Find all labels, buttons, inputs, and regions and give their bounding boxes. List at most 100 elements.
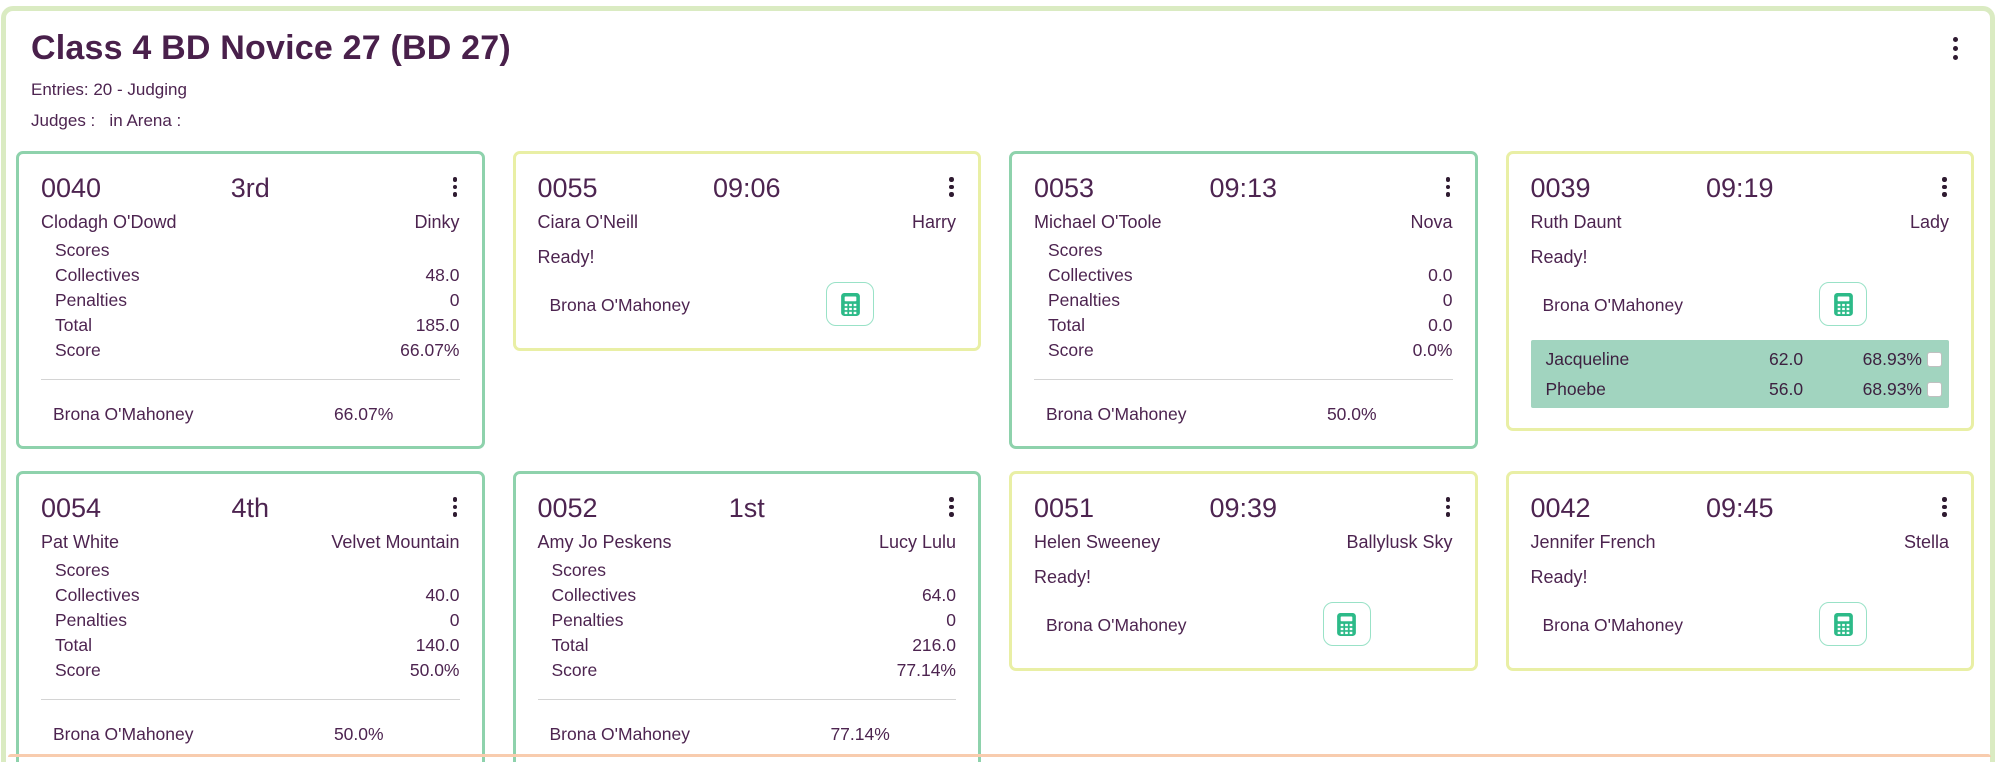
entry-menu-button[interactable] [947,173,956,201]
kebab-menu-icon [452,497,458,502]
kebab-menu-icon [1445,497,1451,502]
confirm-checkbox[interactable] [1927,351,1942,367]
entry-number: 0051 [1034,493,1095,523]
entry-menu-button[interactable] [1444,173,1453,201]
entry-time: 09:39 [1209,493,1278,523]
calculator-button[interactable] [1819,282,1868,326]
kebab-menu-icon [1445,177,1451,182]
entry-placing: 3rd [230,173,270,203]
entry-time: 09:13 [1209,173,1278,203]
judge-name: Brona O'Mahoney [1046,404,1187,424]
entry-card-0053[interactable]: 0053 09:13 Michael O'Toole Nova Scores C… [1009,151,1478,449]
scorer-name: Jacqueline [1545,348,1630,369]
entry-number: 0055 [537,173,598,203]
stat-row-penalties: Penalties 0 [55,290,460,310]
entry-card-0055[interactable]: 0055 09:06 Ciara O'Neill Harry Ready! Br… [512,151,981,351]
calculator-icon [1833,612,1853,636]
stat-row-score: Score 50.0% [55,660,460,680]
entry-menu-button[interactable] [451,493,460,521]
stat-row-scores: Scores [1048,240,1103,260]
horse-name: Nova [1410,212,1453,232]
confirm-checkbox[interactable] [1927,381,1942,397]
provisional-score-row: Jacqueline 62.0 68.93% [1531,344,1950,374]
entry-card-0052[interactable]: 0052 1st Amy Jo Peskens Lucy Lulu Scores… [512,471,981,762]
scorer-name: Phoebe [1545,378,1606,399]
calculator-icon [840,292,860,316]
entry-card-0042[interactable]: 0042 09:45 Jennifer French Stella Ready!… [1505,471,1974,671]
entry-number: 0042 [1530,493,1591,523]
judge-score: 50.0% [333,724,384,744]
rider-name: Jennifer French [1530,532,1656,552]
score-summary: Scores Collectives 64.0 Penalties 0 Total 2… [538,558,957,683]
calculator-button[interactable] [826,282,875,326]
provisional-scores: Jacqueline 62.0 68.93% Phoebe 56.0 68.93… [1530,340,1950,408]
score-summary: Scores Collectives 40.0 Penalties 0 Total 1… [41,558,460,683]
rider-name: Helen Sweeney [1034,532,1161,552]
entry-number: 0039 [1530,173,1591,203]
ready-status: Ready! [1034,567,1092,587]
kebab-menu-icon [1953,37,1958,60]
calculator-button[interactable] [1819,602,1868,646]
scorer-total: 62.0 [1769,348,1804,369]
entry-menu-button[interactable] [947,493,956,521]
ready-status: Ready! [537,247,595,267]
score-summary: Scores Collectives 48.0 Penalties 0 Total 1… [41,238,460,363]
provisional-score-row: Phoebe 56.0 68.93% [1531,374,1950,404]
entry-number: 0053 [1034,173,1095,203]
entry-menu-button[interactable] [1940,173,1949,201]
stat-row-score: Score 0.0% [1048,340,1453,360]
stat-row-scores: Scores [55,240,110,260]
stat-row-collectives: Collectives 48.0 [55,265,460,285]
stat-row-penalties: Penalties 0 [1048,290,1453,310]
rider-name: Clodagh O'Dowd [41,212,177,232]
entry-time: 09:19 [1705,173,1774,203]
entry-number: 0052 [537,493,598,523]
judge-score: 66.07% [333,404,394,424]
stat-row-scores: Scores [551,560,606,580]
calculator-icon [1337,612,1357,636]
judge-name: Brona O'Mahoney [549,724,691,744]
entry-card-0040[interactable]: 0040 3rd Clodagh O'Dowd Dinky Scores Col… [16,151,485,449]
entry-placing: 4th [231,493,269,523]
class-panel: Class 4 BD Novice 27 (BD 27) Entries: 20… [1,6,1995,762]
rider-name: Pat White [41,532,120,552]
page-title: Class 4 BD Novice 27 (BD 27) [31,29,511,67]
entry-number: 0040 [41,173,102,203]
rider-name: Michael O'Toole [1034,212,1162,232]
entry-card-0039[interactable]: 0039 09:19 Ruth Daunt Lady Ready! Brona … [1505,151,1974,431]
stat-row-scores: Scores [55,560,110,580]
class-menu-button[interactable] [1949,33,1962,64]
horse-name: Lady [1909,212,1949,232]
entry-menu-button[interactable] [1940,493,1949,521]
entry-menu-button[interactable] [451,173,460,201]
stat-row-total: Total 140.0 [55,635,460,655]
entry-menu-button[interactable] [1444,493,1453,521]
entry-card-0051[interactable]: 0051 09:39 Helen Sweeney Ballylusk Sky R… [1009,471,1478,671]
next-section-top-edge [8,754,1991,757]
entry-time: 09:45 [1705,493,1774,523]
kebab-menu-icon [949,177,954,182]
horse-name: Velvet Mountain [331,532,460,552]
entry-time: 09:06 [712,173,781,203]
rider-name: Ciara O'Neill [537,212,638,232]
judge-name: Brona O'Mahoney [53,404,194,424]
judge-score: 50.0% [1326,404,1377,424]
judge-name: Brona O'Mahoney [53,724,194,744]
horse-name: Ballylusk Sky [1346,532,1453,552]
judge-score: 77.14% [830,724,890,744]
calculator-icon [1833,292,1853,316]
entry-card-0054[interactable]: 0054 4th Pat White Velvet Mountain Score… [16,471,485,762]
calculator-button[interactable] [1322,602,1371,646]
stat-row-total: Total 185.0 [55,315,460,335]
ready-status: Ready! [1530,567,1588,587]
kebab-menu-icon [1942,177,1947,182]
horse-name: Lucy Lulu [878,532,956,552]
score-summary: Scores Collectives 0.0 Penalties 0 Total 0.… [1034,238,1453,363]
stat-row-collectives: Collectives 64.0 [551,585,957,605]
stat-row-total: Total 0.0 [1048,315,1453,335]
horse-name: Dinky [414,212,460,232]
stat-row-total: Total 216.0 [551,635,957,655]
entries-grid: 0040 3rd Clodagh O'Dowd Dinky Scores Col… [16,151,1974,762]
rider-name: Ruth Daunt [1530,212,1622,232]
horse-name: Harry [912,212,956,232]
